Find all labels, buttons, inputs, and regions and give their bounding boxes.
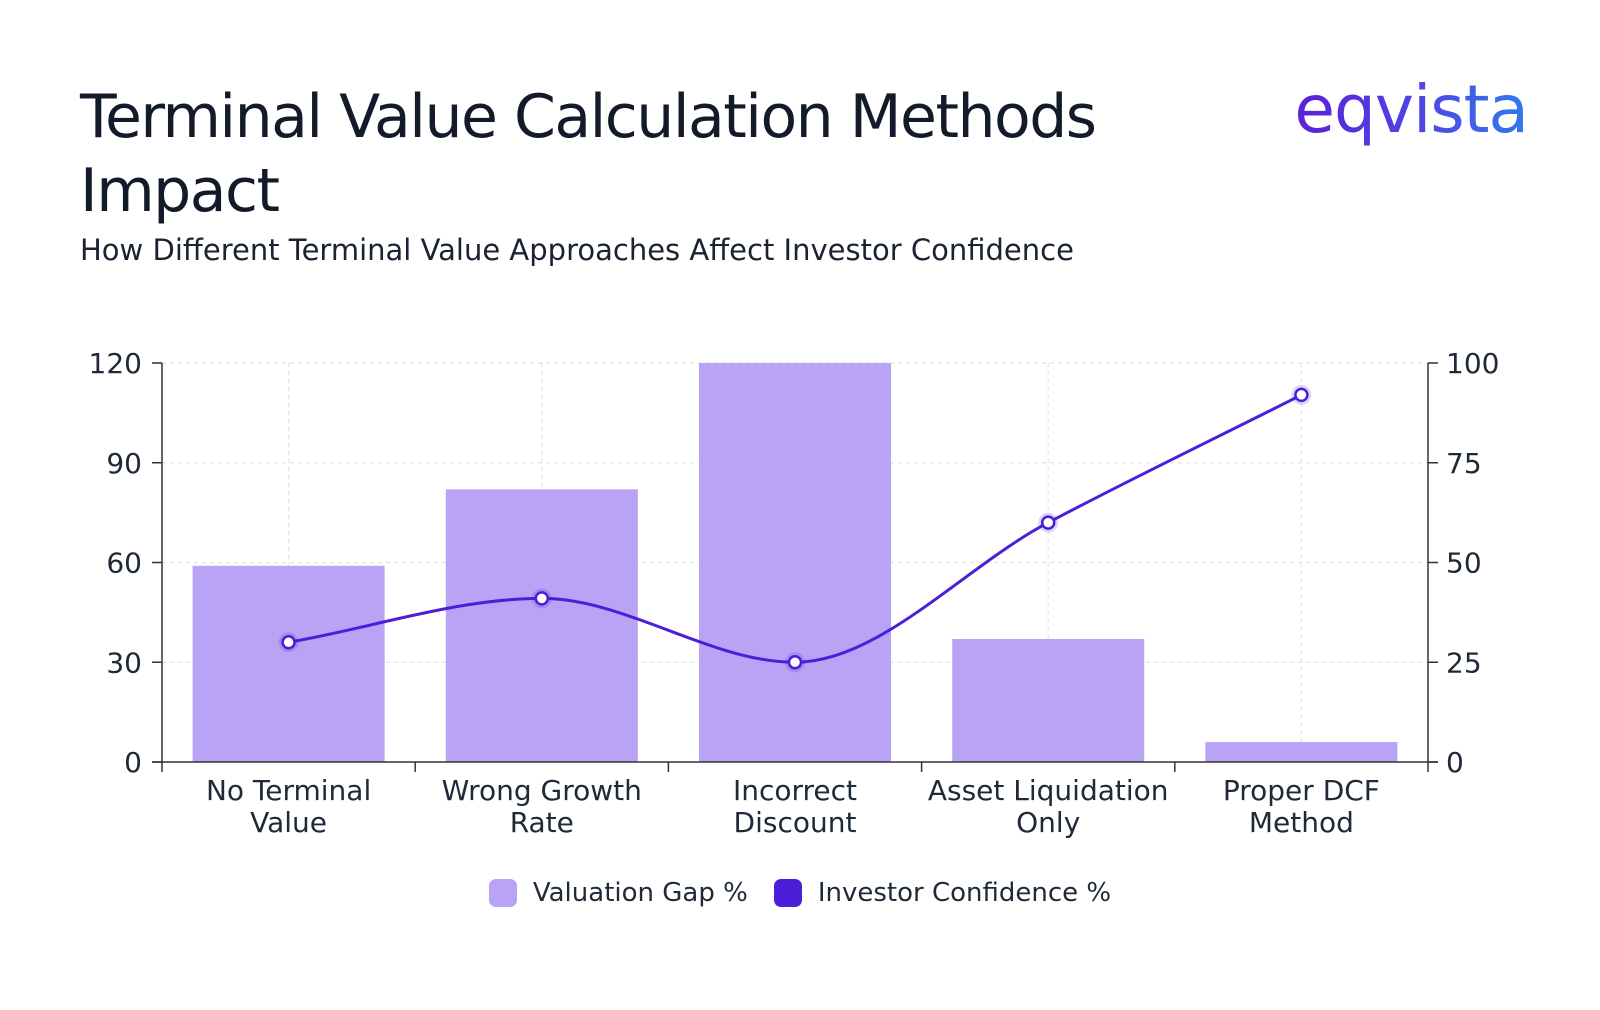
category-label: Value	[250, 806, 327, 839]
tick-label-right: 75	[1446, 447, 1482, 480]
category-label: Proper DCF	[1223, 774, 1380, 807]
legend-swatch-valuation-gap	[488, 879, 517, 907]
legend-swatch-investor-confidence	[773, 879, 802, 907]
axes	[152, 362, 1438, 772]
category-label: Wrong Growth	[442, 774, 642, 807]
bars	[192, 363, 1398, 762]
legend-label-valuation-gap: Valuation Gap %	[532, 878, 748, 908]
legend: Valuation Gap % Investor Confidence %	[0, 878, 1600, 908]
point-investor-confidence[interactable]	[1294, 387, 1309, 403]
chart-subtitle: How Different Terminal Value Approaches …	[80, 233, 1074, 267]
tick-label-left: 60	[106, 547, 142, 580]
legend-item-investor-confidence[interactable]: Investor Confidence %	[773, 878, 1112, 908]
legend-label-investor-confidence: Investor Confidence %	[817, 878, 1112, 908]
bar-valuation-gap[interactable]	[192, 565, 385, 762]
category-label: Asset Liquidation	[928, 774, 1169, 807]
legend-item-valuation-gap[interactable]: Valuation Gap %	[488, 878, 748, 908]
tick-label-left: 30	[106, 646, 142, 679]
point-investor-confidence[interactable]	[1040, 515, 1056, 530]
tick-label-right: 100	[1446, 347, 1499, 380]
tick-label-right: 25	[1446, 646, 1482, 679]
eqvista-logo: eqvista	[1294, 71, 1529, 148]
category-label: Incorrect	[733, 774, 857, 807]
chart-title: Terminal Value Calculation Methods Impac…	[80, 82, 1097, 226]
bar-valuation-gap[interactable]	[952, 638, 1145, 762]
point-investor-confidence[interactable]	[534, 591, 550, 606]
category-label: Rate	[510, 806, 574, 839]
category-label: No Terminal	[206, 774, 371, 807]
bar-valuation-gap[interactable]	[445, 489, 638, 762]
bar-valuation-gap[interactable]	[1205, 742, 1398, 762]
tick-labels: 0 30 60 90 120 0 25 50 75 100	[89, 347, 1500, 779]
category-label: Only	[1016, 806, 1080, 839]
category-label: Discount	[734, 806, 857, 839]
point-investor-confidence[interactable]	[787, 655, 803, 670]
tick-label-right: 0	[1446, 746, 1464, 779]
tick-label-left: 90	[106, 447, 142, 480]
point-investor-confidence[interactable]	[281, 635, 296, 650]
tick-label-right: 50	[1446, 547, 1482, 580]
bar-valuation-gap[interactable]	[699, 363, 891, 762]
tick-label-left: 0	[124, 746, 142, 779]
confidence-line	[278, 384, 1312, 673]
tick-label-left: 120	[89, 347, 142, 380]
category-label: Method	[1249, 806, 1354, 839]
